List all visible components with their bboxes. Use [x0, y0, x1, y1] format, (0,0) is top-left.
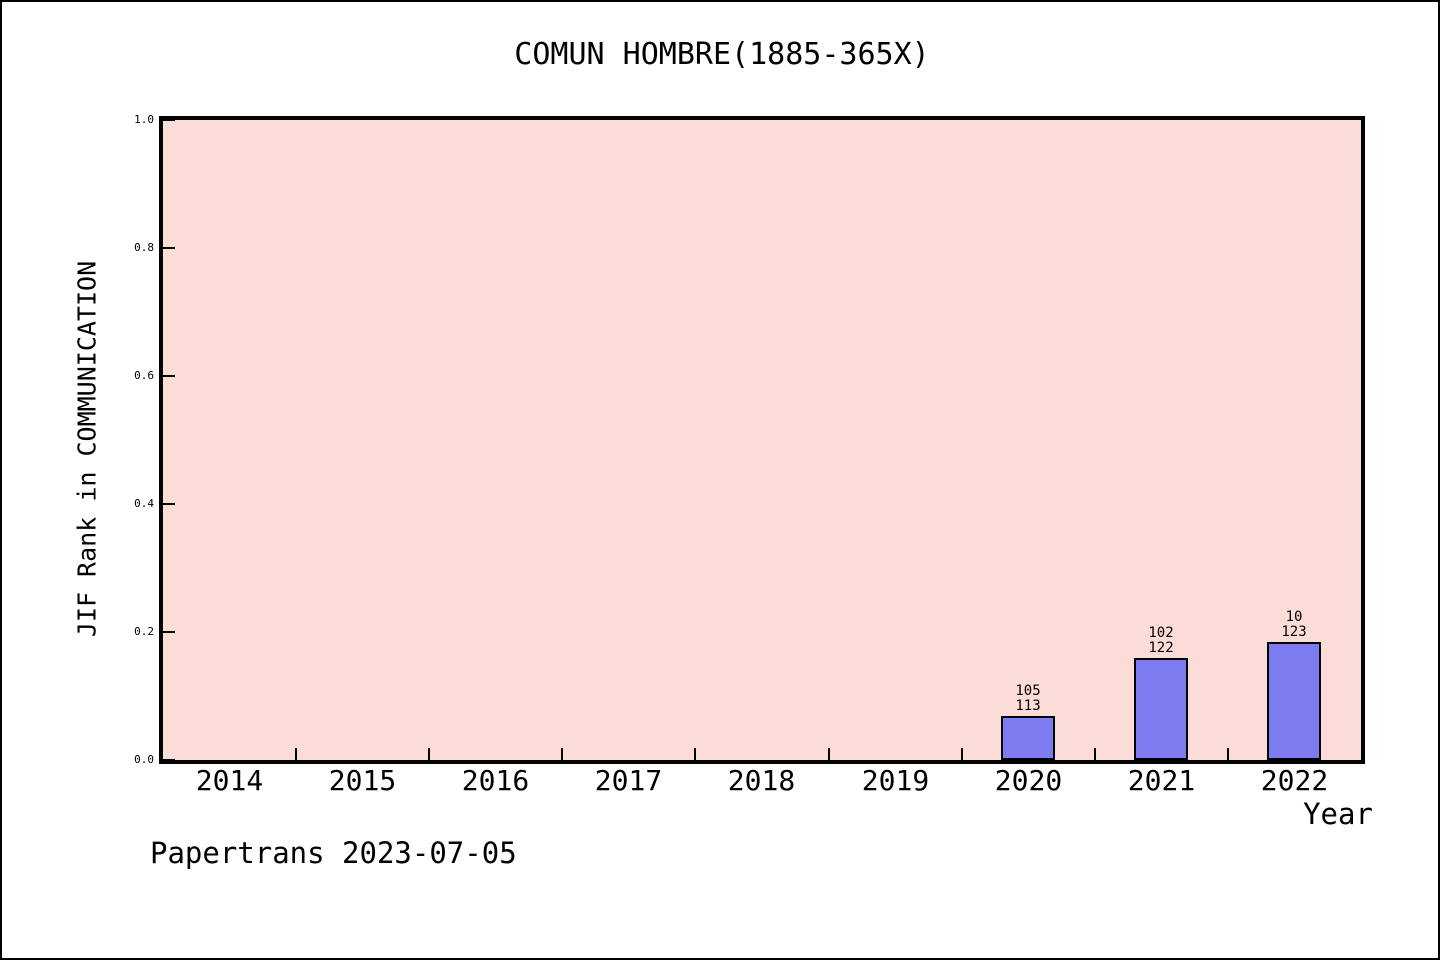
- y-tick-label: 1.0: [134, 113, 154, 126]
- y-axis-tick: [163, 119, 175, 121]
- y-axis-tick: [163, 247, 175, 249]
- bar: [1267, 642, 1321, 760]
- x-axis-tick: [1094, 748, 1096, 760]
- y-tick-label: 0.2: [134, 625, 154, 638]
- bar-value-line: 122: [1148, 640, 1174, 656]
- x-tick-label: 2017: [594, 764, 663, 797]
- bar-value-line: 113: [1015, 698, 1041, 714]
- bar: [1001, 716, 1055, 760]
- x-axis-tick: [295, 748, 297, 760]
- bar-value-line: 105: [1015, 683, 1041, 699]
- x-tick-label: 2021: [1127, 764, 1196, 797]
- y-axis-tick: [163, 503, 175, 505]
- bar: [1134, 658, 1188, 760]
- x-axis-tick: [828, 748, 830, 760]
- plot-area: 105 113 102 122 10 123: [159, 116, 1365, 764]
- x-axis-tick: [961, 748, 963, 760]
- x-tick-label: 2019: [861, 764, 930, 797]
- bar-value-label: 10 123: [1244, 610, 1344, 640]
- y-axis-tick: [163, 631, 175, 633]
- x-axis-tick: [694, 748, 696, 760]
- bar-value-line: 123: [1281, 624, 1307, 640]
- bar-value-label: 105 113: [978, 684, 1078, 714]
- y-tick-label: 0.8: [134, 241, 154, 254]
- plot-inner-area: 105 113 102 122 10 123: [163, 119, 1361, 761]
- y-axis-tick: [163, 759, 175, 761]
- bar-value-line: 102: [1148, 625, 1174, 641]
- y-tick-label: 0.6: [134, 369, 154, 382]
- x-tick-label: 2016: [461, 764, 530, 797]
- x-axis-tick: [428, 748, 430, 760]
- y-axis-title: JIF Rank in COMMUNICATION: [72, 260, 102, 638]
- bar-value-line: 10: [1285, 609, 1303, 625]
- x-tick-label: 2022: [1260, 764, 1329, 797]
- y-tick-label: 0.4: [134, 497, 154, 510]
- x-tick-label: 2020: [994, 764, 1063, 797]
- x-tick-label: 2018: [727, 764, 796, 797]
- bar-value-label: 102 122: [1111, 626, 1211, 656]
- y-tick-label: 0.0: [134, 753, 154, 766]
- x-axis-title: Year: [1303, 797, 1373, 831]
- footer-watermark: Papertrans 2023-07-05: [150, 836, 517, 870]
- x-axis-tick: [1227, 748, 1229, 760]
- chart-title: COMUN HOMBRE(1885-365X): [514, 37, 930, 72]
- x-tick-label: 2015: [328, 764, 397, 797]
- x-tick-label: 2014: [195, 764, 264, 797]
- x-axis-tick: [561, 748, 563, 760]
- y-axis-tick: [163, 375, 175, 377]
